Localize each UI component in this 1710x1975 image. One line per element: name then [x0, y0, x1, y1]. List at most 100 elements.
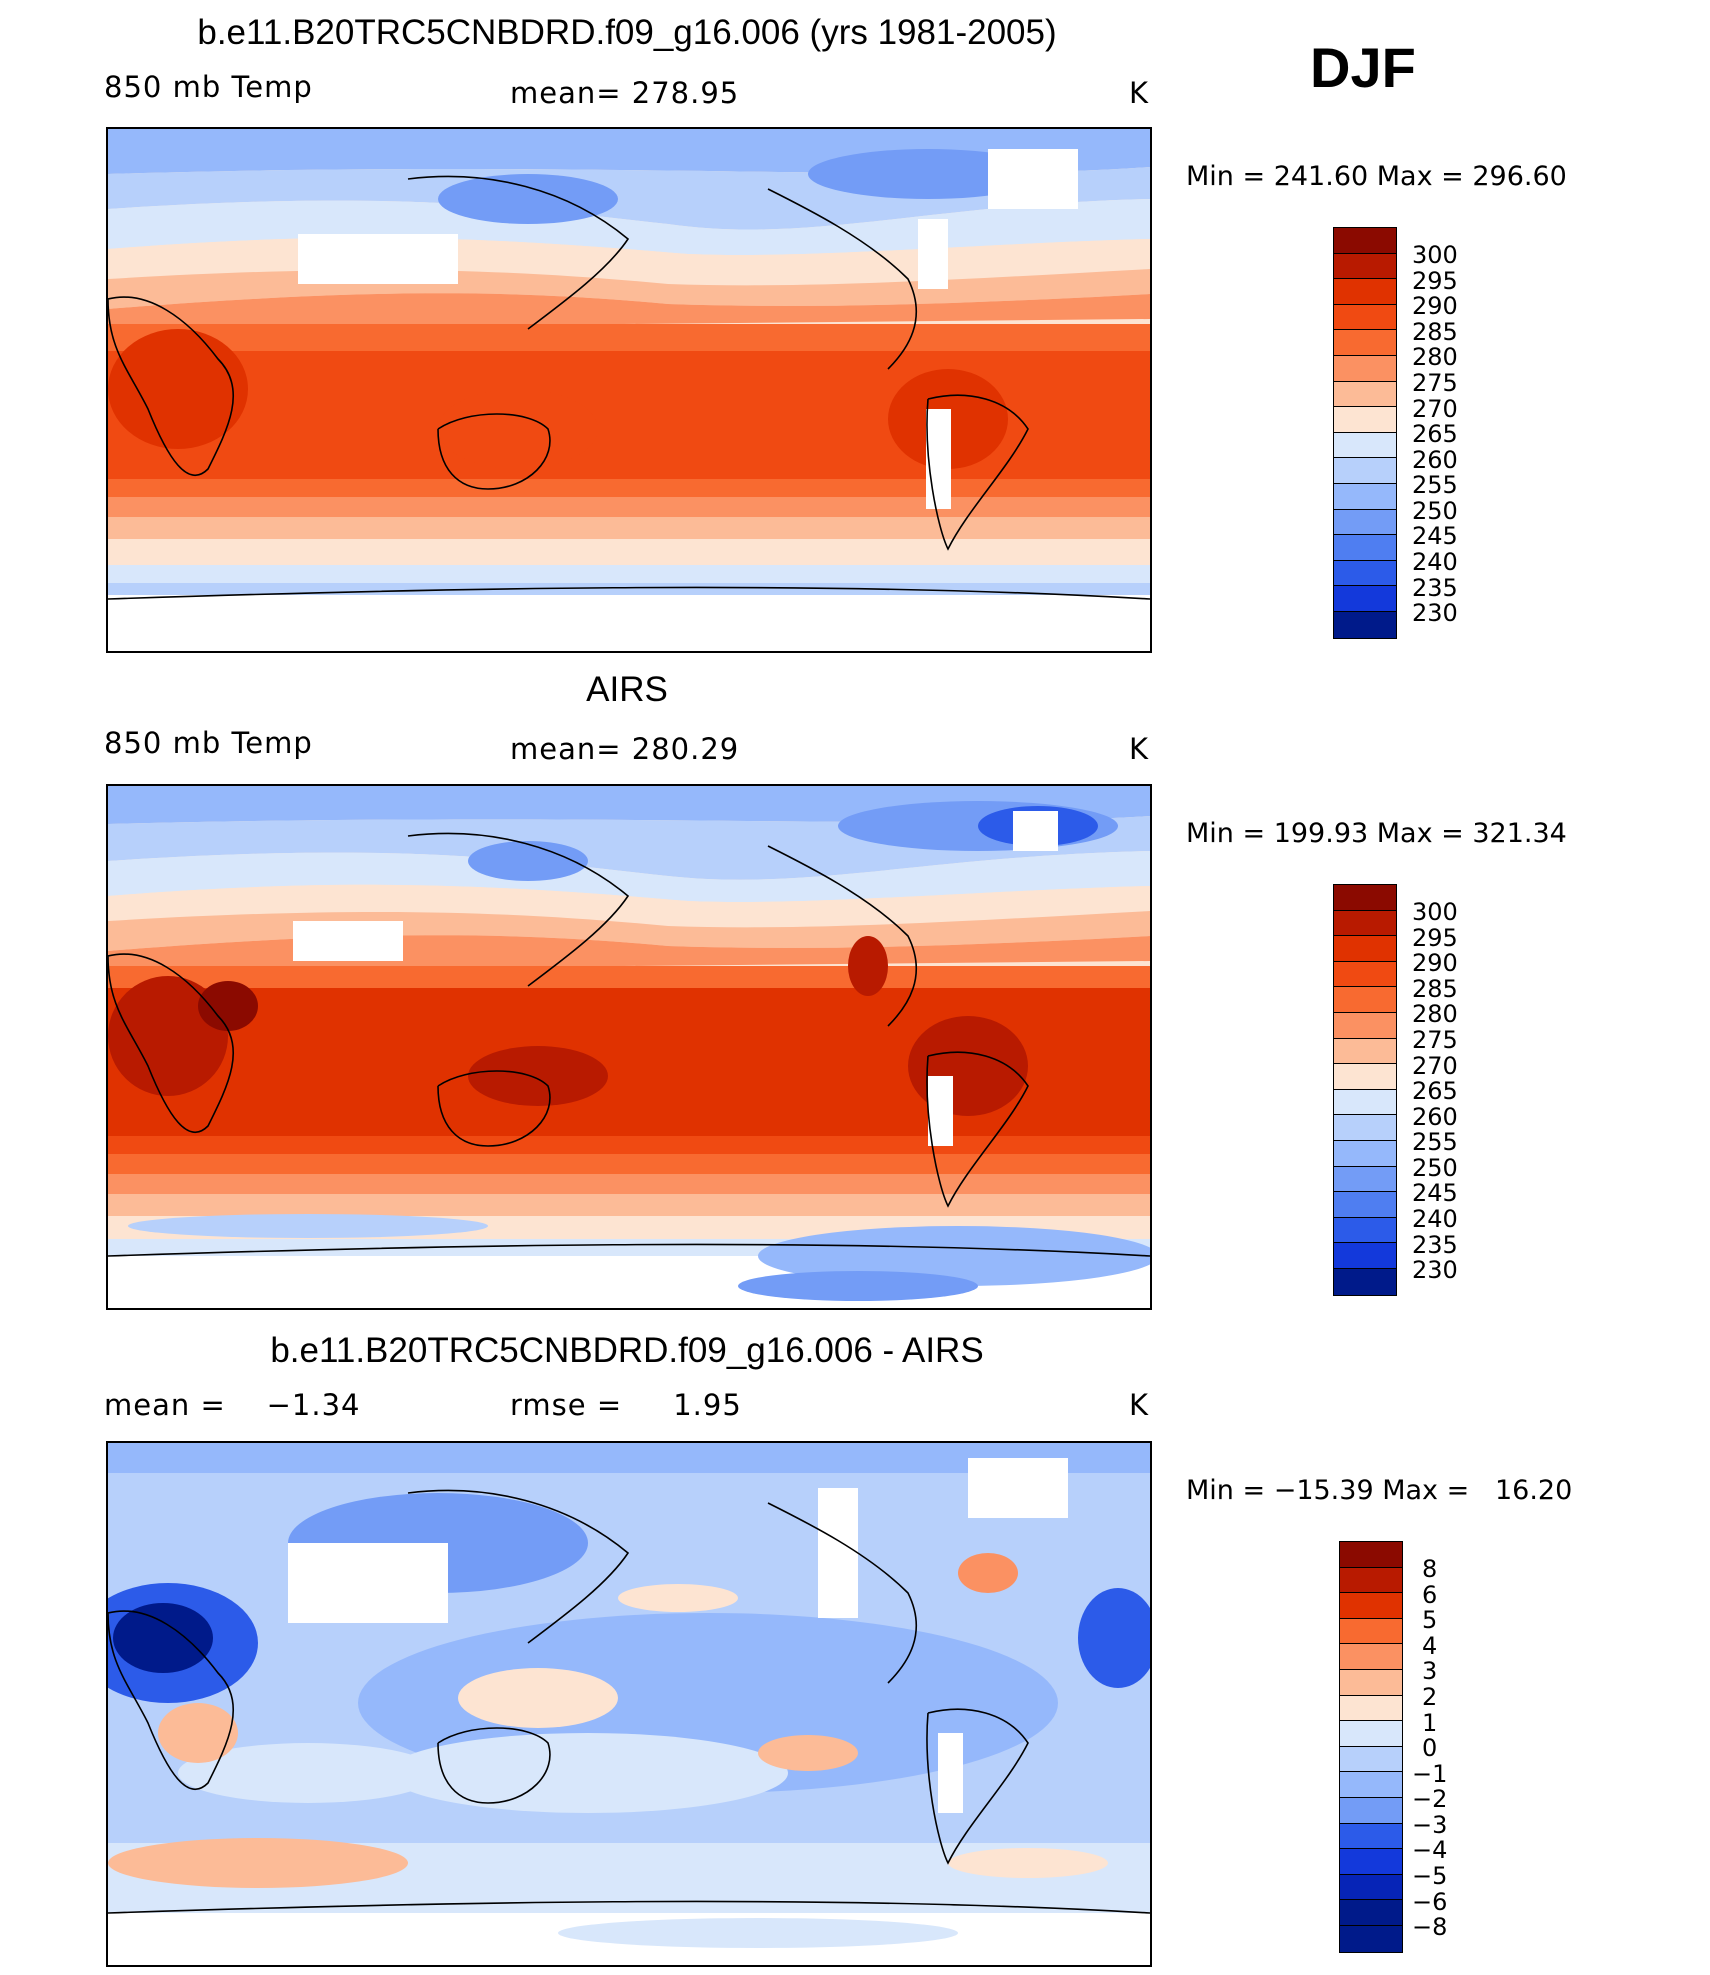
panel-3-map	[106, 1441, 1152, 1967]
colorbar-2-box	[1334, 1064, 1396, 1090]
panel-1-map	[106, 127, 1152, 653]
colorbar-2-label: 270	[1412, 1052, 1458, 1080]
colorbar-3-box	[1340, 1823, 1402, 1850]
colorbar-2-box	[1334, 1268, 1396, 1295]
colorbar-3-label: −5	[1412, 1862, 1448, 1890]
colorbar-3-label: 3	[1422, 1657, 1438, 1685]
colorbar-2-box	[1334, 1140, 1396, 1167]
colorbar-3-box	[1340, 1721, 1402, 1747]
colorbar-3-label: 0	[1422, 1734, 1438, 1762]
colorbar-2-label: 245	[1412, 1179, 1458, 1207]
colorbar-1-box	[1334, 355, 1396, 382]
colorbar-1-box	[1334, 586, 1396, 612]
colorbar-2-box	[1334, 1038, 1396, 1065]
colorbar-1-label: 250	[1412, 497, 1458, 525]
colorbar-2-label: 235	[1412, 1231, 1458, 1259]
colorbar-1-label: 260	[1412, 446, 1458, 474]
colorbar-2-box	[1334, 1115, 1396, 1141]
colorbar-1-box	[1334, 279, 1396, 305]
colorbar-3-box	[1340, 1669, 1402, 1696]
colorbar-1-label: 300	[1412, 241, 1458, 269]
colorbar-3-label: −4	[1412, 1836, 1448, 1864]
panel-1-map-svg	[108, 129, 1150, 651]
colorbar-1-box	[1334, 483, 1396, 510]
colorbar-3-label: 1	[1422, 1709, 1438, 1737]
panel-3-units: K	[1129, 1388, 1150, 1422]
panel-3-title: b.e11.B20TRC5CNBDRD.f09_g16.006 - AIRS	[270, 1331, 984, 1370]
colorbar-2-box	[1334, 1012, 1396, 1039]
colorbar-3-box	[1340, 1874, 1402, 1901]
colorbar-1-label: 240	[1412, 548, 1458, 576]
colorbar-3-label: 6	[1422, 1581, 1438, 1609]
colorbar-3-box	[1340, 1593, 1402, 1619]
colorbar-3-label: −8	[1412, 1913, 1448, 1941]
colorbar-2-label: 285	[1412, 975, 1458, 1003]
colorbar-1-box	[1334, 304, 1396, 331]
colorbar-3-label: 4	[1422, 1632, 1438, 1660]
colorbar-3-box	[1340, 1644, 1402, 1670]
colorbar-2-box	[1334, 1192, 1396, 1218]
panel-2-map	[106, 784, 1152, 1310]
colorbar-3-box	[1340, 1746, 1402, 1773]
colorbar-2-label: 255	[1412, 1128, 1458, 1156]
colorbar-1-box	[1334, 560, 1396, 587]
colorbar-2-box	[1334, 1217, 1396, 1244]
colorbar-1-label: 255	[1412, 471, 1458, 499]
colorbar-3-box	[1340, 1618, 1402, 1645]
colorbar-3-label: 8	[1422, 1555, 1438, 1583]
colorbar-1-box	[1334, 432, 1396, 459]
colorbar-1-box	[1334, 611, 1396, 638]
panel-1-variable-label: 850 mb Temp	[104, 70, 313, 104]
colorbar-3-label: −2	[1412, 1785, 1448, 1813]
panel-3-map-svg	[108, 1443, 1150, 1965]
colorbar-1-label: 245	[1412, 522, 1458, 550]
colorbar-1-box	[1334, 535, 1396, 561]
colorbar-3-box	[1340, 1900, 1402, 1926]
colorbar-1-label: 230	[1412, 599, 1458, 627]
colorbar-2-label: 280	[1412, 1000, 1458, 1028]
colorbar-3-label: 5	[1422, 1606, 1438, 1634]
colorbar-2-label: 260	[1412, 1103, 1458, 1131]
colorbar-1-label: 235	[1412, 574, 1458, 602]
colorbar-1-label: 275	[1412, 369, 1458, 397]
colorbar-2-label: 275	[1412, 1026, 1458, 1054]
panel-1-colorbar	[1333, 227, 1397, 639]
panel-1-units: K	[1129, 76, 1150, 110]
colorbar-3-box	[1340, 1925, 1402, 1952]
panel-2-units: K	[1129, 732, 1150, 766]
colorbar-2-label: 295	[1412, 924, 1458, 952]
panel-1-minmax: Min = 241.60 Max = 296.60	[1186, 161, 1567, 192]
colorbar-1-label: 270	[1412, 395, 1458, 423]
colorbar-2-box	[1334, 1243, 1396, 1269]
colorbar-2-box	[1334, 987, 1396, 1013]
colorbar-2-box	[1334, 885, 1396, 911]
colorbar-2-box	[1334, 961, 1396, 988]
colorbar-3-label: −1	[1412, 1760, 1448, 1788]
panel-1-mean-label: mean= 278.95	[510, 76, 740, 110]
colorbar-2-label: 250	[1412, 1154, 1458, 1182]
panel-2-mean-label: mean= 280.29	[510, 732, 740, 766]
colorbar-3-box	[1340, 1567, 1402, 1594]
colorbar-2-label: 265	[1412, 1077, 1458, 1105]
panel-3-minmax: Min = −15.39 Max = 16.20	[1186, 1475, 1573, 1506]
colorbar-3-box	[1340, 1849, 1402, 1875]
panel-2-colorbar	[1333, 884, 1397, 1296]
colorbar-3-label: 2	[1422, 1683, 1438, 1711]
colorbar-2-label: 230	[1412, 1256, 1458, 1284]
colorbar-2-label: 300	[1412, 898, 1458, 926]
colorbar-1-box	[1334, 509, 1396, 536]
season-label: DJF	[1310, 36, 1416, 99]
colorbar-1-label: 280	[1412, 343, 1458, 371]
colorbar-1-label: 295	[1412, 267, 1458, 295]
panel-2-minmax: Min = 199.93 Max = 321.34	[1186, 818, 1567, 849]
colorbar-1-label: 290	[1412, 292, 1458, 320]
colorbar-2-box	[1334, 910, 1396, 937]
colorbar-1-box	[1334, 253, 1396, 280]
colorbar-1-box	[1334, 381, 1396, 408]
colorbar-1-label: 265	[1412, 420, 1458, 448]
colorbar-1-box	[1334, 330, 1396, 356]
colorbar-1-label: 285	[1412, 318, 1458, 346]
panel-1-title: b.e11.B20TRC5CNBDRD.f09_g16.006 (yrs 198…	[197, 13, 1057, 52]
panel-2-map-svg	[108, 786, 1150, 1308]
colorbar-3-box	[1340, 1542, 1402, 1568]
